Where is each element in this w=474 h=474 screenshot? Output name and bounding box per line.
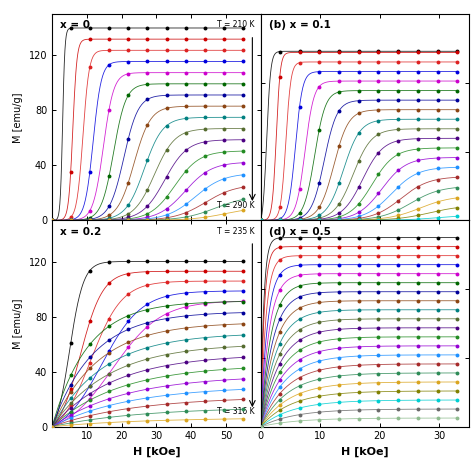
Text: x = 0: x = 0 — [61, 20, 91, 30]
Y-axis label: M [emu/g]: M [emu/g] — [13, 298, 23, 349]
Text: (d) x = 0.5: (d) x = 0.5 — [269, 227, 331, 237]
Text: T = 210 K: T = 210 K — [217, 20, 255, 29]
Text: T = 235 K: T = 235 K — [217, 227, 255, 236]
Text: T = 290 K: T = 290 K — [217, 201, 255, 210]
X-axis label: H [kOe]: H [kOe] — [133, 447, 180, 457]
Text: (b) x = 0.1: (b) x = 0.1 — [269, 20, 331, 30]
Y-axis label: M [emu/g]: M [emu/g] — [13, 92, 23, 143]
Text: T = 316 K: T = 316 K — [217, 407, 255, 416]
X-axis label: H [kOe]: H [kOe] — [341, 447, 389, 457]
Text: x = 0.2: x = 0.2 — [61, 227, 102, 237]
